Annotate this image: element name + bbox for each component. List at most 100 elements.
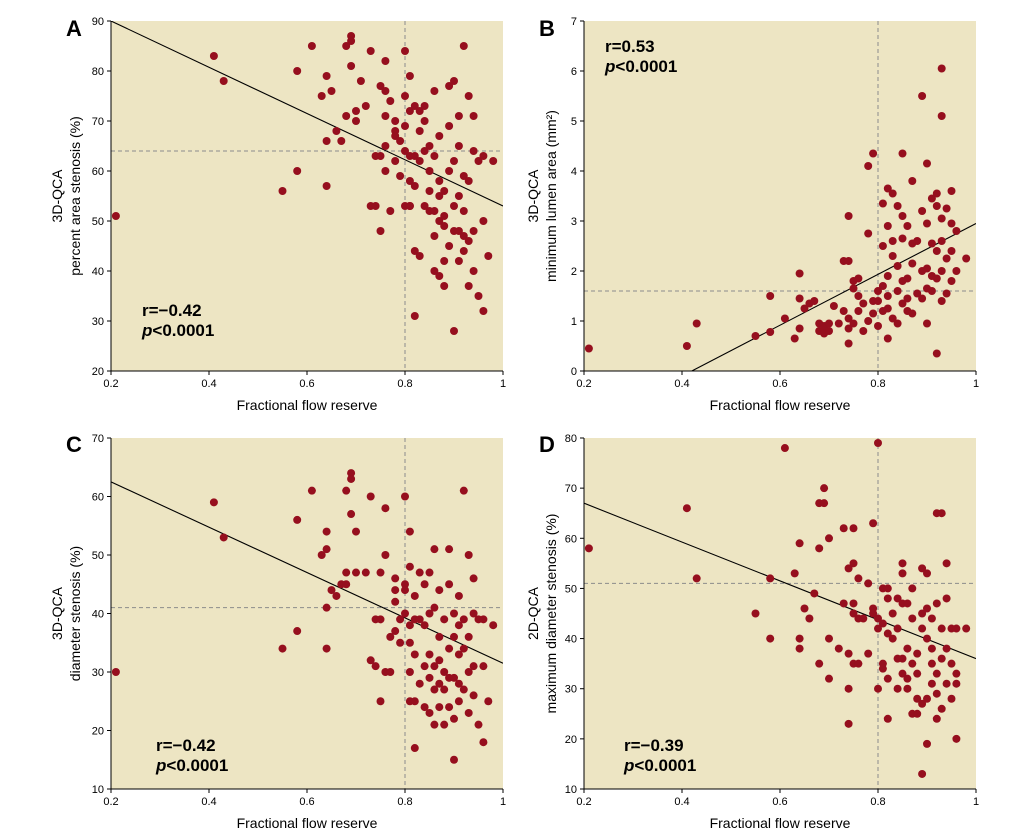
data-point <box>430 267 439 275</box>
data-point <box>435 586 444 595</box>
data-point <box>450 755 458 764</box>
data-point <box>420 580 429 589</box>
plot-content <box>584 438 976 789</box>
data-point <box>459 207 468 215</box>
data-point <box>893 287 902 295</box>
data-point <box>307 42 316 50</box>
x-tick-label: 0.2 <box>103 796 118 808</box>
data-point <box>815 659 824 668</box>
plot-area <box>111 438 503 789</box>
data-point <box>937 704 946 713</box>
data-point <box>425 187 434 195</box>
data-point <box>435 272 444 280</box>
data-point <box>795 539 804 548</box>
panel-d: 0.2 0.4 0.6 0.8 1 10 20 30 40 50 60 70 80 Fractional … <box>525 432 979 830</box>
data-point <box>795 269 804 278</box>
data-point <box>903 274 912 283</box>
data-point <box>445 82 454 90</box>
data-point <box>883 304 892 313</box>
data-point <box>332 127 341 135</box>
data-point <box>883 594 892 603</box>
data-point <box>918 624 927 633</box>
data-point <box>435 217 444 225</box>
data-point <box>947 187 956 195</box>
data-point <box>834 644 843 653</box>
data-point <box>844 719 853 728</box>
data-point <box>952 734 961 743</box>
data-point <box>415 157 424 165</box>
data-point <box>352 117 360 125</box>
data-point <box>918 564 927 573</box>
y-tick-label: 50 <box>565 583 577 595</box>
data-point <box>869 149 878 158</box>
data-point <box>405 72 414 80</box>
data-point <box>405 177 414 185</box>
y-tick-label: 50 <box>92 216 104 228</box>
data-point <box>327 586 336 595</box>
y-axis-title-line1: 2D-QCA <box>525 586 541 640</box>
data-point <box>795 294 804 303</box>
data-point <box>883 184 892 193</box>
data-point <box>459 685 468 694</box>
data-point <box>396 172 405 180</box>
data-point <box>459 486 468 495</box>
data-point <box>942 679 951 688</box>
data-point <box>366 656 375 665</box>
data-point <box>430 152 439 160</box>
data-point <box>381 142 390 150</box>
data-point <box>859 614 868 623</box>
data-point <box>322 527 331 536</box>
data-point <box>795 634 804 643</box>
data-point <box>952 267 961 275</box>
data-point <box>766 634 775 643</box>
data-point <box>450 714 458 723</box>
data-point <box>440 187 449 195</box>
data-point <box>937 267 946 275</box>
data-point <box>405 107 414 115</box>
data-point <box>278 644 287 653</box>
data-point <box>376 152 385 160</box>
panel-letter: A <box>66 16 82 41</box>
data-point <box>864 229 873 238</box>
panel-b: 0.2 0.4 0.6 0.8 1 0 1 2 3 4 5 6 7 Fractional flow res… <box>525 16 979 413</box>
data-point <box>459 42 468 50</box>
data-point <box>435 177 444 185</box>
data-point <box>844 257 853 265</box>
data-point <box>859 299 868 308</box>
data-point <box>405 527 414 536</box>
data-point <box>844 649 853 658</box>
x-tick-label: 0.2 <box>576 796 591 808</box>
panel-c: 0.2 0.4 0.6 0.8 1 10 20 30 40 50 60 70 Fractional fl… <box>49 432 506 830</box>
data-point <box>927 659 936 668</box>
data-point <box>440 257 449 265</box>
data-point <box>425 167 434 175</box>
data-point <box>396 638 405 647</box>
data-point <box>401 47 409 55</box>
x-tick-label: 1 <box>500 378 506 390</box>
data-point <box>874 684 882 693</box>
data-point <box>410 152 419 160</box>
data-point <box>923 569 931 578</box>
data-point <box>937 64 946 73</box>
data-point <box>401 586 409 595</box>
y-tick-label: 80 <box>92 66 104 78</box>
data-point <box>464 632 473 641</box>
data-point <box>415 568 424 577</box>
data-point <box>366 47 375 55</box>
data-point <box>322 137 331 145</box>
data-point <box>454 650 463 659</box>
data-point <box>849 559 858 568</box>
data-point <box>923 159 931 168</box>
data-point <box>927 644 936 653</box>
y-tick-label: 10 <box>565 784 577 796</box>
data-point <box>888 252 897 260</box>
data-point <box>898 299 907 308</box>
data-point <box>405 621 414 630</box>
panel-letter: C <box>66 432 82 457</box>
data-point <box>430 232 439 240</box>
data-point <box>918 699 927 708</box>
data-point <box>464 237 473 245</box>
data-point <box>405 638 414 647</box>
data-point <box>692 574 701 583</box>
data-point <box>874 614 882 623</box>
